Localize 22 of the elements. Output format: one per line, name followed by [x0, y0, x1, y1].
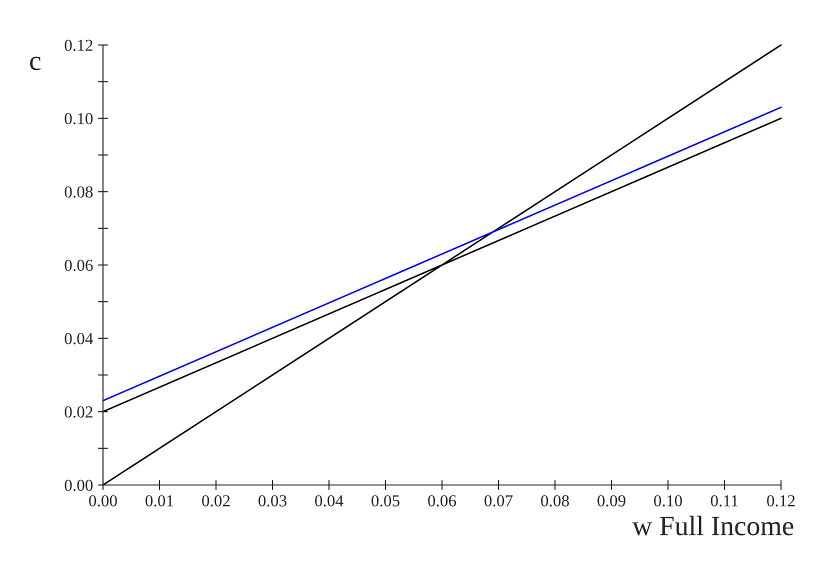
x-tick-label: 0.02: [202, 495, 230, 507]
y-tick-label: 0.02: [64, 406, 92, 418]
x-tick-label: 0.04: [315, 495, 344, 507]
y-tick-label: 0.10: [64, 113, 93, 124]
x-tick-label: 0.07: [484, 495, 513, 507]
x-tick-label: 0.12: [767, 495, 795, 507]
x-tick-label: 0.03: [258, 495, 286, 507]
x-tick-label: 0.01: [146, 495, 174, 507]
x-tick-label: 0.08: [541, 495, 569, 507]
y-tick-label: 0.06: [64, 260, 93, 272]
x-tick-label: 0.06: [428, 495, 456, 507]
x-tick-label: 0.00: [89, 495, 117, 507]
y-tick-label: 0.00: [64, 480, 93, 492]
x-axis-title: w Full Income: [632, 516, 794, 536]
x-tick-label: 0.09: [598, 495, 626, 507]
y-tick-label: 0.08: [64, 186, 93, 198]
x-tick-label: 0.11: [710, 495, 738, 507]
x-tick-label: 0.05: [372, 495, 400, 507]
y-axis-title: c: [30, 56, 41, 70]
y-tick-label: 0.12: [64, 40, 92, 52]
x-tick-label: 0.10: [654, 495, 682, 507]
y-tick-label: 0.04: [64, 333, 94, 344]
